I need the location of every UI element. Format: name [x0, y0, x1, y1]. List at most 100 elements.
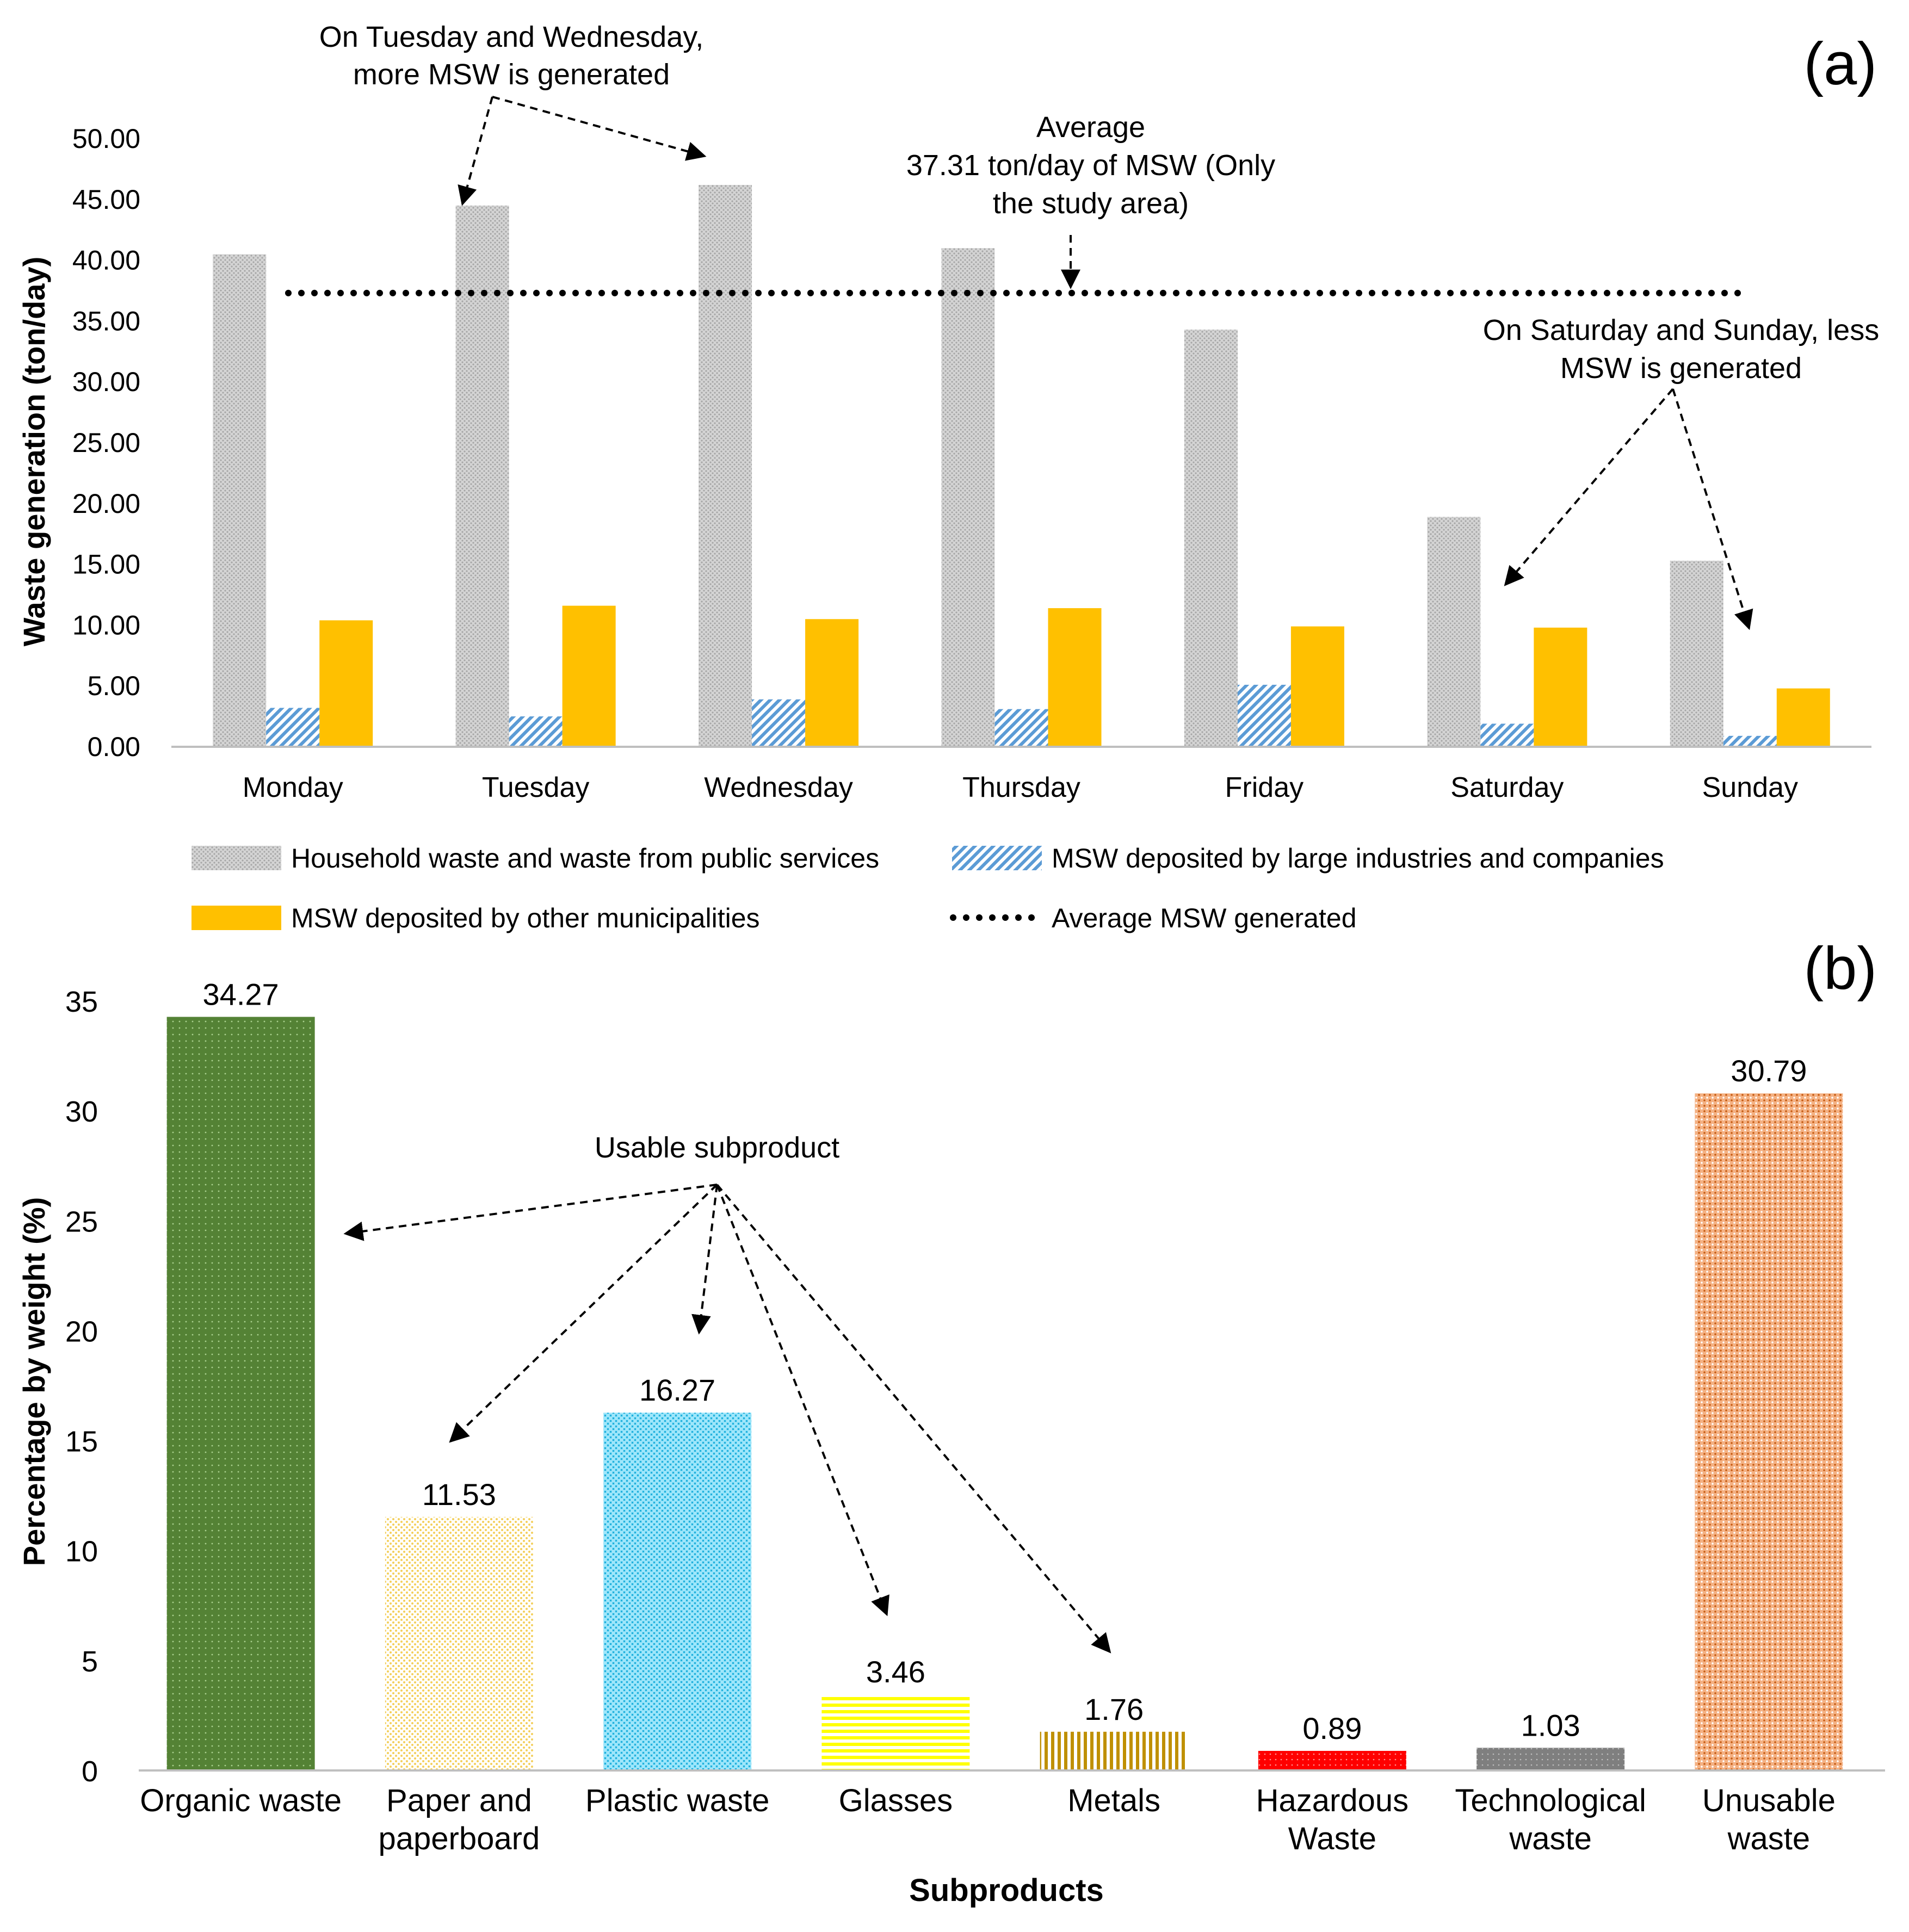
- panel-a-y-tick-label: 5.00: [88, 671, 140, 701]
- category-label-monday: Monday: [243, 772, 343, 803]
- bar-household-tuesday: [455, 205, 509, 747]
- panel-b-y-tick-label: 15: [65, 1426, 98, 1458]
- arrow-to-metals: [716, 1184, 1111, 1654]
- arrow-to-organic: [343, 1184, 718, 1241]
- bar-municipalities-thursday: [1048, 608, 1102, 747]
- panel-b-y-tick-label: 30: [65, 1095, 98, 1128]
- category-label-paper-and-paperboard: paperboard: [379, 1821, 540, 1856]
- panel-a-label: (a): [1804, 30, 1877, 97]
- legend-swatch-household: [191, 846, 281, 870]
- legend-swatch-industries: [952, 846, 1042, 870]
- panel-a-y-tick-label: 10.00: [72, 610, 140, 640]
- annotation-weekend-line-2: MSW is generated: [1560, 352, 1802, 385]
- panel-b: (b) Percentage by weight (%) 0 5 10 15 20 25 3…: [17, 935, 1885, 1908]
- bar-unusable-waste: [1695, 1093, 1843, 1770]
- panel-b-bars: 34.27 11.53 16.27 3.46 1.76 0.89 1.03 30.79: [166, 977, 1843, 1770]
- bar-industries-thursday: [994, 709, 1048, 747]
- category-label-organic-waste: Organic waste: [140, 1783, 342, 1818]
- value-label-metals: 1.76: [1084, 1692, 1144, 1726]
- category-label-technological-waste: waste: [1509, 1821, 1592, 1856]
- value-label-unusable-waste: 30.79: [1731, 1054, 1807, 1088]
- annotation-usable-subproduct: Usable subproduct: [595, 1131, 839, 1164]
- category-label-paper-and-paperboard: Paper and: [386, 1783, 532, 1818]
- legend-label-industries: MSW deposited by large industries and co…: [1052, 843, 1664, 874]
- category-label-plastic-waste: Plastic waste: [585, 1783, 769, 1818]
- category-label-hazardous-waste: Waste: [1288, 1821, 1376, 1856]
- panel-b-x-axis-title: Subproducts: [909, 1873, 1104, 1908]
- panel-a-y-axis-title: Waste generation (ton/day): [17, 257, 51, 647]
- bar-industries-sunday: [1723, 735, 1777, 747]
- panel-a-y-tick-label: 35.00: [72, 306, 140, 336]
- legend-label-municipalities: MSW deposited by other municipalities: [291, 903, 760, 933]
- bar-paper-and-paperboard: [385, 1516, 533, 1770]
- panel-a-y-tick-label: 15.00: [72, 549, 140, 580]
- panel-a-y-tick-label: 20.00: [72, 488, 140, 519]
- panel-a-legend: Household waste and waste from public se…: [191, 843, 1664, 933]
- panel-a-bars: [213, 184, 1830, 747]
- panel-a-y-tick-label: 40.00: [72, 245, 140, 276]
- panel-a-y-tick-label: 0.00: [88, 732, 140, 762]
- bar-municipalities-sunday: [1776, 688, 1830, 747]
- panel-a-y-tick-label: 25.00: [72, 428, 140, 458]
- category-label-unusable-waste: waste: [1727, 1821, 1811, 1856]
- panel-b-y-tick-label: 25: [65, 1205, 98, 1238]
- panel-a-y-tick-label: 50.00: [72, 123, 140, 154]
- panel-a-y-tick-label: 30.00: [72, 367, 140, 397]
- category-label-hazardous-waste: Hazardous: [1256, 1783, 1408, 1818]
- category-label-metals: Metals: [1067, 1783, 1160, 1818]
- arrow-to-tuesday: [458, 96, 493, 206]
- bar-municipalities-wednesday: [805, 619, 859, 747]
- category-label-unusable-waste: Unusable: [1702, 1783, 1836, 1818]
- bar-organic-waste: [166, 1017, 315, 1770]
- arrow-to-saturday: [1504, 388, 1674, 586]
- panel-b-label: (b): [1804, 935, 1877, 1002]
- category-label-saturday: Saturday: [1450, 772, 1564, 803]
- panel-a-y-tick-label: 45.00: [72, 184, 140, 215]
- bar-industries-wednesday: [752, 699, 806, 747]
- arrow-to-plastic: [691, 1184, 718, 1335]
- bar-municipalities-saturday: [1534, 627, 1587, 747]
- legend-label-average: Average MSW generated: [1052, 903, 1357, 933]
- bar-industries-friday: [1237, 684, 1291, 747]
- category-label-wednesday: Wednesday: [704, 772, 853, 803]
- bar-household-wednesday: [699, 184, 752, 747]
- bar-municipalities-tuesday: [562, 605, 616, 747]
- category-label-thursday: Thursday: [962, 772, 1080, 803]
- panel-b-y-tick-label: 20: [65, 1315, 98, 1348]
- category-label-tuesday: Tuesday: [482, 772, 590, 803]
- bar-household-thursday: [941, 248, 995, 747]
- bar-industries-monday: [266, 708, 320, 747]
- bar-plastic-waste: [603, 1413, 752, 1770]
- bar-household-monday: [213, 254, 267, 747]
- panel-a: (a) Waste generation (ton/day) 0.00 5.00 1…: [17, 21, 1879, 933]
- panel-a-x-ticks: Monday Tuesday Wednesday Thursday Friday Satu…: [243, 772, 1798, 803]
- arrow-to-sunday: [1672, 388, 1753, 630]
- annotation-weekend-line-1: On Saturday and Sunday, less: [1483, 314, 1879, 346]
- bar-hazardous-waste: [1258, 1751, 1406, 1770]
- panel-b-y-tick-label: 35: [65, 986, 98, 1018]
- arrow-to-wednesday: [492, 96, 707, 161]
- value-label-organic-waste: 34.27: [203, 977, 279, 1012]
- panel-b-y-tick-label: 10: [65, 1535, 98, 1568]
- arrow-to-paper: [449, 1184, 718, 1443]
- legend-label-household: Household waste and waste from public se…: [291, 843, 879, 874]
- value-label-paper-and-paperboard: 11.53: [422, 1477, 496, 1512]
- bar-municipalities-monday: [319, 620, 373, 747]
- category-label-friday: Friday: [1225, 772, 1303, 803]
- panel-b-y-axis-title: Percentage by weight (%): [17, 1197, 51, 1566]
- annotation-weekday-line-1: On Tuesday and Wednesday,: [319, 21, 703, 53]
- bar-glasses: [821, 1694, 970, 1770]
- annotation-average-line-1: Average: [1036, 111, 1145, 144]
- panel-b-y-tick-label: 5: [82, 1645, 98, 1678]
- bar-household-friday: [1184, 330, 1238, 747]
- bar-household-sunday: [1670, 560, 1723, 747]
- annotation-average-line-3: the study area): [993, 187, 1189, 220]
- bar-household-saturday: [1427, 517, 1481, 747]
- panel-b-y-tick-label: 0: [82, 1755, 98, 1788]
- value-label-hazardous-waste: 0.89: [1302, 1711, 1362, 1745]
- bar-technological-waste: [1476, 1748, 1625, 1770]
- panel-a-y-ticks: 0.00 5.00 10.00 15.00 20.00 25.00 30.00 35.00 40…: [72, 123, 140, 762]
- annotation-weekday-line-2: more MSW is generated: [353, 58, 670, 91]
